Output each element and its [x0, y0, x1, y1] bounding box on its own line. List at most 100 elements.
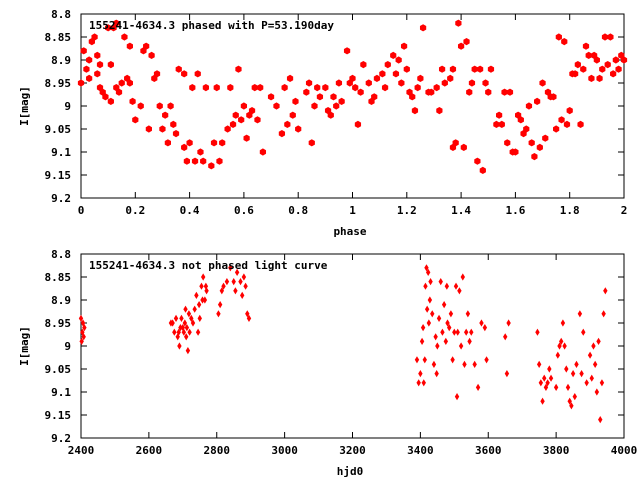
bottom-y-tick-label: 9 — [64, 340, 71, 353]
top-data-point — [485, 88, 492, 96]
top-data-point — [476, 65, 484, 73]
bottom-data-point — [182, 319, 188, 327]
top-data-point — [289, 111, 296, 119]
top-x-tick-label: 1.6 — [505, 204, 525, 217]
top-data-point — [191, 157, 199, 165]
bottom-x-tick-label: 3800 — [543, 444, 570, 457]
top-data-point — [604, 61, 611, 69]
top-data-point — [316, 93, 324, 101]
bottom-data-point — [245, 310, 250, 318]
bottom-x-tick-label: 2400 — [68, 444, 95, 457]
bottom-data-point — [441, 301, 447, 309]
top-data-point — [558, 116, 565, 124]
top-data-point — [596, 74, 603, 82]
top-data-point — [153, 70, 161, 78]
bottom-data-point — [204, 287, 209, 295]
top-data-point — [357, 88, 364, 96]
top-data-point — [438, 65, 446, 73]
top-data-point — [338, 97, 345, 105]
bottom-data-point — [420, 324, 426, 332]
top-data-point — [463, 38, 470, 46]
bottom-y-axis: 8.8 8.85 8.9 8.95 9 9.05 9.1 9.15 9.2 — [45, 248, 624, 445]
bottom-data-point — [543, 383, 549, 391]
bottom-x-axis: 2400 2600 2800 3000 3200 3400 3600 3800 4000 — [68, 254, 637, 457]
bottom-data-point — [424, 264, 429, 272]
bottom-data-point — [233, 287, 238, 295]
bottom-y-axis-title: I[mag] — [18, 326, 31, 366]
top-data-point — [254, 116, 261, 124]
top-data-point — [452, 139, 459, 147]
top-data-point — [428, 88, 435, 96]
top-data-point — [580, 65, 587, 73]
top-data-point — [224, 125, 231, 133]
bottom-data-point — [433, 333, 438, 341]
bottom-data-point — [430, 310, 435, 318]
top-data-point — [561, 38, 568, 46]
bottom-data-point — [184, 324, 190, 332]
top-x-tick-label: 1.2 — [397, 204, 417, 217]
bottom-data-point — [564, 365, 569, 373]
bottom-data-point — [553, 383, 559, 391]
top-data-point — [80, 47, 87, 55]
top-data-point — [197, 148, 204, 156]
bottom-data-point — [462, 360, 467, 368]
bottom-data-point — [185, 347, 191, 355]
top-data-point — [371, 93, 378, 101]
bottom-data-point — [184, 333, 189, 341]
top-data-point — [501, 88, 508, 96]
bottom-data-point — [176, 328, 181, 336]
bottom-x-tick-label: 3000 — [271, 444, 298, 457]
top-data-point — [159, 125, 166, 133]
top-data-point — [436, 107, 443, 115]
bottom-data-point — [506, 319, 511, 327]
top-data-point — [409, 93, 416, 101]
bottom-data-point — [591, 342, 596, 350]
top-data-point — [145, 125, 152, 133]
bottom-data-point — [589, 374, 594, 382]
top-data-point — [172, 130, 180, 138]
bottom-data-point — [440, 328, 445, 336]
top-data-point — [506, 88, 514, 96]
bottom-data-point — [79, 337, 84, 345]
bottom-y-tick-label: 8.95 — [45, 317, 72, 330]
bottom-data-point — [194, 291, 199, 299]
bottom-data-point — [484, 356, 489, 364]
top-data-point — [555, 33, 562, 41]
top-data-point — [251, 84, 258, 92]
bottom-data-point — [418, 370, 423, 378]
bottom-data-point — [427, 296, 433, 304]
bottom-data-point — [189, 314, 194, 322]
bottom-y-tick-label: 9.05 — [45, 363, 72, 376]
top-data-point — [504, 139, 511, 147]
bottom-y-tick-label: 9.2 — [51, 432, 71, 445]
bottom-data-point — [448, 310, 454, 318]
bottom-data-point — [450, 356, 455, 364]
top-data-point — [259, 148, 267, 156]
top-x-tick-label: 0.6 — [234, 204, 254, 217]
top-data-point — [574, 61, 581, 69]
top-data-point — [86, 74, 93, 82]
bottom-x-tick-label: 3600 — [475, 444, 502, 457]
top-data-point — [322, 84, 329, 92]
bottom-data-point — [454, 393, 460, 401]
bottom-data-point — [547, 365, 552, 373]
top-data-point — [181, 70, 188, 78]
top-data-point — [392, 70, 400, 78]
top-data-point — [457, 42, 465, 50]
bottom-data-point — [196, 301, 202, 309]
top-data-point — [493, 120, 500, 128]
bottom-data-point — [475, 383, 481, 391]
top-data-point — [550, 93, 557, 101]
bottom-data-point — [444, 282, 450, 290]
top-x-axis-title: phase — [333, 225, 366, 238]
top-x-axis: 0 0.2 0.4 0.6 0.8 1 1.2 1.4 1.6 1.8 2 — [78, 14, 627, 217]
bottom-data-point — [587, 351, 593, 359]
bottom-data-point — [199, 282, 204, 290]
top-data-point — [352, 84, 359, 92]
bottom-data-point — [545, 379, 550, 387]
top-y-tick-label: 8.95 — [45, 77, 72, 90]
top-data-point — [107, 61, 114, 69]
bottom-data-point — [178, 324, 183, 332]
top-data-point — [183, 157, 190, 165]
top-data-point — [243, 134, 250, 142]
